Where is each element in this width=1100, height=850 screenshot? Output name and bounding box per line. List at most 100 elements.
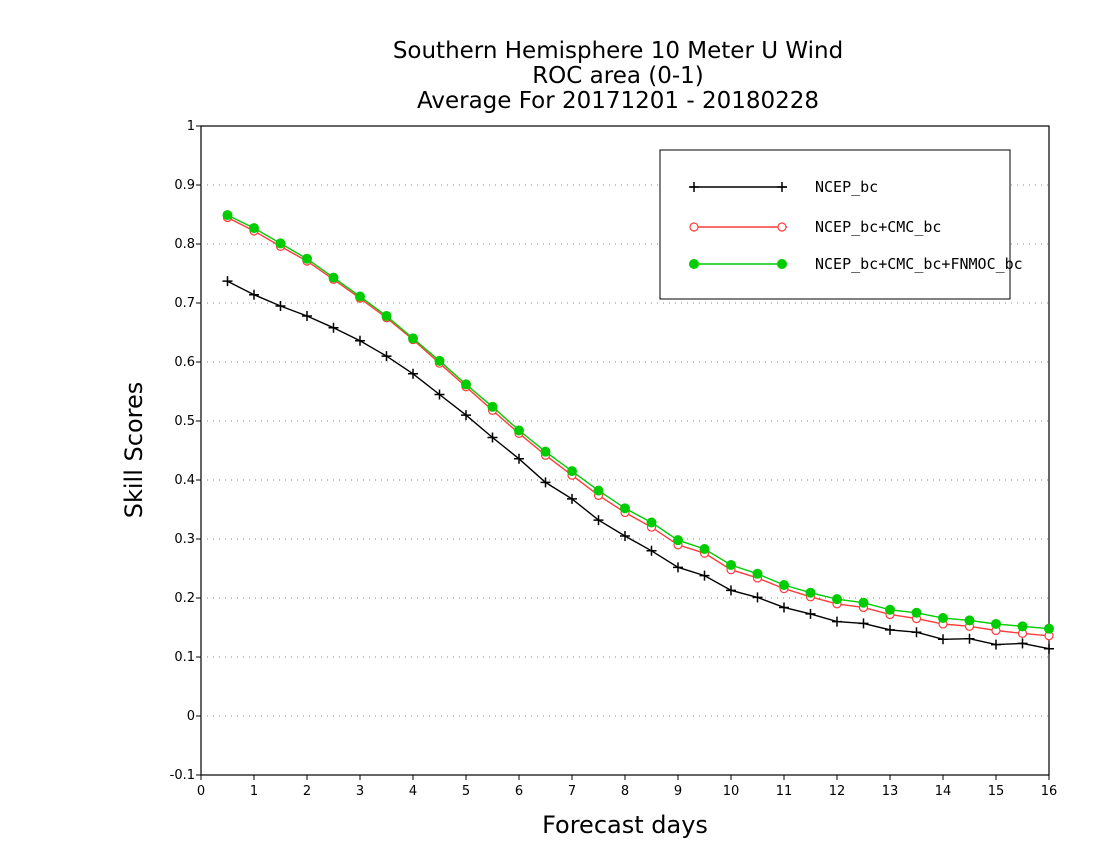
data-point bbox=[858, 597, 869, 608]
legend-label: NCEP_bc+CMC_bc bbox=[815, 218, 941, 236]
data-point bbox=[620, 531, 630, 542]
data-point bbox=[222, 210, 233, 221]
data-point bbox=[249, 223, 259, 234]
data-point bbox=[222, 276, 233, 287]
x-tick-label: 5 bbox=[462, 784, 470, 799]
data-point bbox=[487, 432, 498, 443]
x-tick-label: 6 bbox=[515, 784, 523, 799]
y-tick-label: 0.2 bbox=[174, 591, 195, 606]
data-point bbox=[1044, 643, 1054, 654]
data-point bbox=[328, 272, 339, 283]
y-tick-label: 0.4 bbox=[174, 473, 195, 488]
y-tick-label: 0.7 bbox=[174, 296, 195, 311]
data-point bbox=[858, 618, 869, 629]
y-tick-label: 0.5 bbox=[174, 414, 195, 429]
data-point bbox=[699, 544, 710, 555]
y-tick-label: 0.8 bbox=[174, 237, 195, 252]
x-axis-title: Forecast days bbox=[542, 811, 708, 839]
data-point bbox=[540, 477, 551, 488]
data-point bbox=[805, 587, 816, 598]
legend-item: NCEP_bc bbox=[689, 178, 878, 196]
data-point bbox=[991, 639, 1001, 650]
data-point bbox=[911, 607, 922, 618]
data-point bbox=[302, 310, 312, 321]
data-point bbox=[938, 613, 948, 624]
x-tick-label: 7 bbox=[568, 784, 576, 799]
x-tick-label: 0 bbox=[197, 784, 205, 799]
legend-marker bbox=[689, 182, 699, 192]
data-point bbox=[885, 624, 895, 635]
data-point bbox=[620, 503, 630, 514]
data-point bbox=[302, 253, 312, 264]
data-point bbox=[461, 410, 471, 421]
data-point bbox=[408, 333, 418, 344]
data-point bbox=[461, 379, 471, 390]
legend: NCEP_bc NCEP_bc+CMC_bc NCEP_bc+CMC_bc+FNMO… bbox=[659, 149, 1023, 300]
data-point bbox=[408, 368, 418, 379]
series-line bbox=[227, 280, 1050, 650]
data-point bbox=[593, 515, 604, 526]
x-tick-label: 2 bbox=[303, 784, 311, 799]
legend-label: NCEP_bc bbox=[815, 178, 878, 196]
data-point bbox=[726, 559, 736, 570]
legend-marker bbox=[777, 182, 787, 192]
data-point bbox=[646, 517, 657, 528]
data-point bbox=[699, 570, 710, 581]
data-point bbox=[779, 602, 789, 613]
data-point bbox=[885, 604, 895, 615]
title-line-3: Average For 20171201 - 20180228 bbox=[417, 88, 819, 114]
y-tick-label: 0 bbox=[187, 709, 195, 724]
data-point bbox=[832, 616, 842, 627]
data-point bbox=[991, 618, 1001, 629]
data-point bbox=[355, 291, 365, 302]
data-point bbox=[514, 453, 524, 464]
y-tick-label: -0.1 bbox=[170, 768, 195, 783]
data-point bbox=[938, 634, 948, 645]
data-point bbox=[328, 322, 339, 333]
data-point bbox=[964, 615, 975, 626]
legend-marker bbox=[689, 222, 699, 232]
data-point bbox=[567, 493, 577, 504]
data-point bbox=[540, 446, 551, 457]
x-tick-label: 16 bbox=[1041, 784, 1058, 799]
data-point bbox=[805, 608, 816, 619]
data-point bbox=[381, 310, 392, 321]
x-tick-label: 14 bbox=[935, 784, 952, 799]
data-point bbox=[726, 585, 736, 596]
series-0 bbox=[222, 276, 1054, 654]
y-tick-label: 0.3 bbox=[174, 532, 195, 547]
legend-marker bbox=[689, 259, 699, 269]
legend-marker bbox=[777, 222, 787, 232]
x-tick-label: 12 bbox=[829, 784, 846, 799]
x-tick-label: 9 bbox=[674, 784, 682, 799]
data-point bbox=[646, 545, 657, 556]
x-tick-label: 3 bbox=[356, 784, 364, 799]
title-line-1: Southern Hemisphere 10 Meter U Wind bbox=[393, 38, 843, 64]
data-point bbox=[673, 562, 683, 573]
x-tick-label: 8 bbox=[621, 784, 629, 799]
data-point bbox=[434, 389, 445, 400]
legend-box bbox=[659, 149, 1011, 300]
data-point bbox=[779, 580, 789, 591]
y-axis-title: Skill Scores bbox=[120, 382, 148, 519]
legend-marker bbox=[777, 259, 787, 269]
data-point bbox=[275, 300, 286, 311]
y-tick-label: 1 bbox=[187, 119, 195, 134]
data-point bbox=[911, 627, 922, 638]
data-point bbox=[1017, 621, 1028, 632]
x-tick-label: 15 bbox=[988, 784, 1005, 799]
data-point bbox=[673, 535, 683, 546]
data-point bbox=[249, 289, 259, 300]
x-tick-label: 1 bbox=[250, 784, 258, 799]
data-point bbox=[567, 466, 577, 477]
data-point bbox=[832, 594, 842, 605]
data-point bbox=[752, 568, 763, 579]
data-point bbox=[434, 355, 445, 366]
y-tick-label: 0.1 bbox=[174, 650, 195, 665]
legend-label: NCEP_bc+CMC_bc+FNMOC_bc bbox=[815, 255, 1023, 273]
data-point bbox=[1044, 623, 1054, 634]
title-line-2: ROC area (0-1) bbox=[532, 63, 704, 89]
data-point bbox=[1017, 638, 1028, 649]
data-point bbox=[964, 633, 975, 644]
